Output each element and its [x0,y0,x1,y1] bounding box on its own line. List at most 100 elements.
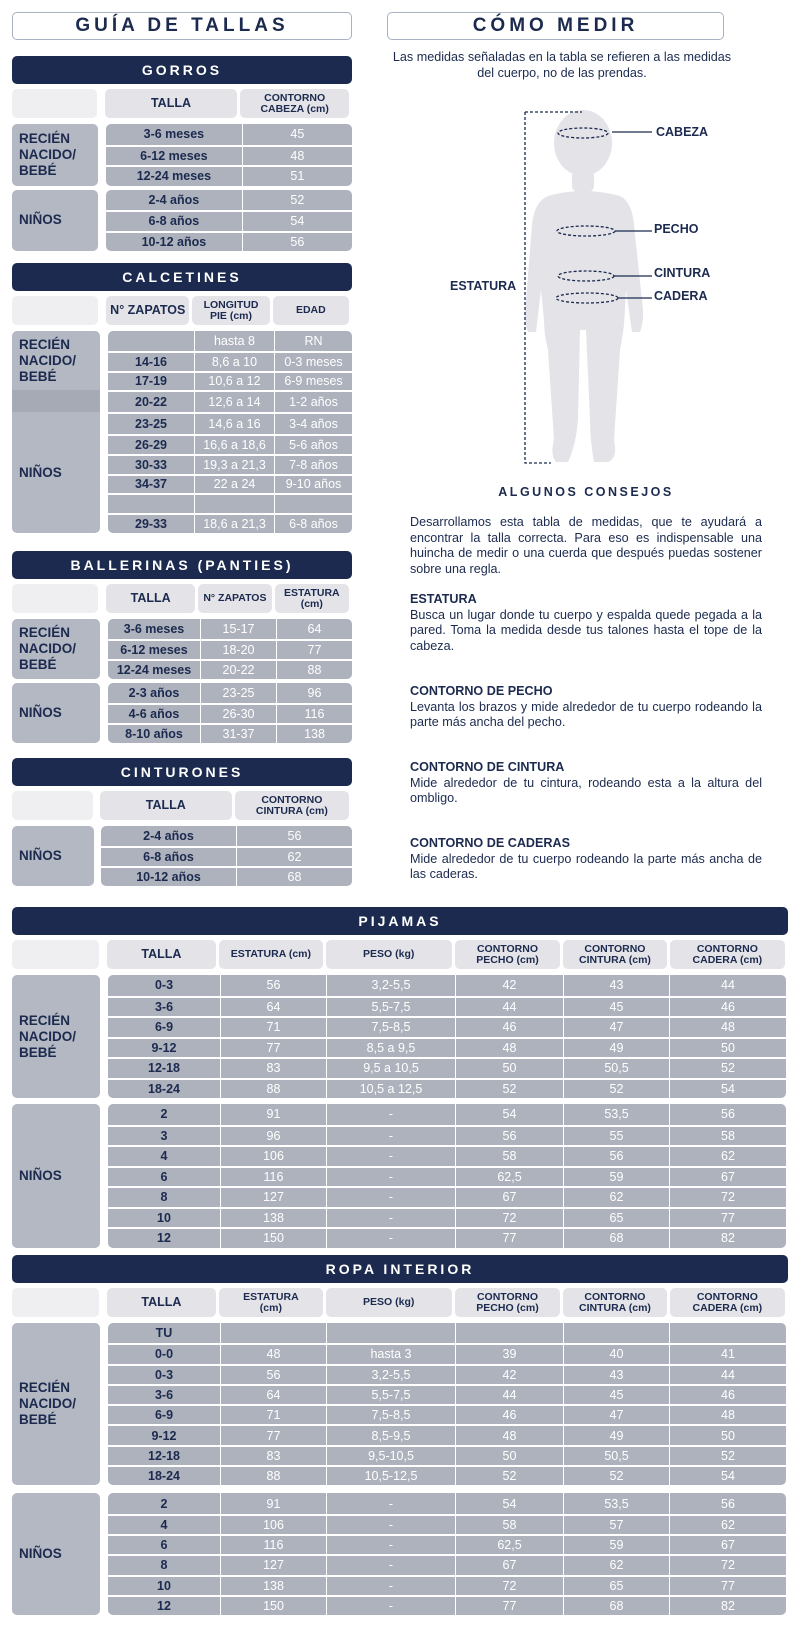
table-row: 23-25 14,6 a 16 3-4 años [108,414,352,434]
value-cell: 7,5-8,5 [326,1018,455,1037]
ropa-interior-table: TALLA ESTATURA (cm) PESO (kg) CONTORNO PECH… [12,1288,788,1623]
value-cell: 71 [220,1406,326,1425]
size-cell: 0-0 [154,1347,174,1362]
table-row [108,493,352,514]
value-cell: 65 [563,1208,669,1227]
column-header: TALLA [104,89,238,118]
table-header-row: TALLA N° ZAPATOS ESTATURA (cm) [12,584,352,613]
value-cell: 47 [563,1406,669,1425]
value-cell: 54 [241,212,352,231]
group-label: NIÑOS [12,826,94,886]
value-cell: - [326,1147,455,1166]
table-row: 10 138-72 65 77 [108,1206,786,1227]
value-cell: 20-22 [200,661,276,679]
size-cell: 3-6 [154,1388,174,1403]
size-cell: 6-9 [154,1408,174,1423]
value-cell: 72 [669,1188,786,1207]
table-header-row: N° ZAPATOS LONGITUD PIE (cm) EDAD [12,296,352,325]
value-cell: 45 [563,997,669,1016]
size-cell: 6-12 meses [140,148,208,163]
value-cell: 67 [455,1556,563,1575]
value-cell: 127 [220,1188,326,1207]
size-cell: 8 [160,1190,168,1205]
value-cell: 15-17 [200,619,276,639]
row-group: RECIÉN NACIDO/ BEBÉ 0-3 56 3,2-5,5 42 43 44 3-6… [12,975,788,1098]
table-row: 0-0 48 hasta 3 39 40 41 [108,1343,786,1364]
tip-title: CONTORNO DE CINTURA [410,760,565,774]
value-cell: 57 [563,1515,669,1534]
value-cell: hasta 8 [194,331,274,351]
column-header: CONTORNO PECHO (cm) [454,940,561,969]
value-cell: 16,6 a 18,6 [194,435,274,454]
value-cell: 116 [220,1167,326,1186]
group-label: RECIÉN NACIDO/ BEBÉ [12,124,99,186]
row-group: NIÑOS 2-3 años 23-25 96 4-6 años 26-30 116 8-10… [12,683,352,743]
value-cell: 53,5 [563,1104,669,1125]
value-cell: 56 [220,975,326,996]
table-row: 4 106-58 57 62 [108,1513,786,1534]
label-chest: PECHO [654,222,699,236]
table-row: 6-9 71 7,5-8,5 46 47 48 [108,1404,786,1425]
value-cell: 53,5 [563,1493,669,1514]
value-cell: 64 [276,619,352,639]
value-cell: 77 [455,1596,563,1616]
table-row: 3-6 meses 45 [106,124,352,145]
value-cell: 44 [669,1365,786,1384]
value-cell: 52 [563,1079,669,1098]
value-cell: 51 [241,167,352,186]
value-cell [669,1323,786,1344]
value-cell: 46 [669,1385,786,1405]
group-rows: 2-3 años 23-25 96 4-6 años 26-30 116 8-10 años… [108,683,352,743]
value-cell [220,1323,326,1344]
row-group: RECIÉN NACIDO/ BEBÉ 3-6 meses 15-17 64 6-12 … [12,619,352,679]
table-row: 6-8 años 54 [106,210,352,231]
table-row: 17-19 10,6 a 12 6-9 meses [108,370,352,391]
size-cell: 20-22 [135,395,167,410]
value-cell: 52 [241,189,352,210]
table-row: 4-6 años 26-30 116 [108,703,352,723]
tips-intro: Desarrollamos esta tabla de medidas, que… [410,515,762,576]
value-cell: 48 [669,1406,786,1425]
table-header-row: TALLA ESTATURA (cm) PESO (kg) CONTORNO PECH… [12,1288,788,1317]
value-cell [194,495,274,514]
header-blank [12,584,99,613]
group-label: NIÑOS [12,683,100,743]
group-label: RECIÉN NACIDO/ BEBÉ [12,331,100,391]
size-cell: 8 [160,1558,168,1573]
value-cell: 46 [455,1406,563,1425]
value-cell: 62 [563,1556,669,1575]
table-row: 2 91-54 53,5 56 [108,1104,786,1125]
size-cell: 30-33 [135,457,167,472]
column-header: ESTATURA (cm) [219,940,323,969]
group-label: RECIÉN NACIDO/ BEBÉ [12,1323,100,1486]
table-row: 12-24 meses 20-22 88 [108,659,352,679]
value-cell: 58 [455,1515,563,1534]
value-cell: 31-37 [200,725,276,743]
gorros-title-bar: GORROS [12,56,352,84]
value-cell: 14,6 a 16 [194,414,274,434]
value-cell: 77 [220,1426,326,1445]
table-row: 12-18 83 9,5 a 10,5 50 50,5 52 [108,1057,786,1078]
value-cell: 83 [220,1059,326,1078]
value-cell: 7,5-8,5 [326,1406,455,1425]
value-cell: 88 [220,1467,326,1486]
value-cell: 96 [276,683,352,703]
size-cell: 6-8 años [143,850,194,864]
right-title: CÓMO MEDIR [387,12,724,40]
value-cell: 50 [669,1038,786,1057]
column-header: ESTATURA (cm) [219,1288,323,1317]
tip-title: CONTORNO DE PECHO [410,684,553,698]
table-row: 14-16 8,6 a 10 0-3 meses [108,350,352,371]
value-cell: 71 [220,1018,326,1037]
size-cell: 4-6 años [128,707,180,721]
group-rows: 0-3 56 3,2-5,5 42 43 44 3-6 64 5,5-7,5 44 45 46 6-9 7… [108,975,786,1098]
body-measure-figure [524,110,652,464]
value-cell: 44 [669,975,786,996]
value-cell: 54 [669,1467,786,1486]
value-cell: 65 [563,1576,669,1595]
size-cell: 2-3 años [128,686,180,700]
value-cell: 64 [220,997,326,1016]
value-cell: 5,5-7,5 [326,997,455,1016]
column-header: CONTORNO PECHO (cm) [454,1288,561,1317]
table-row: 8-10 años 31-37 138 [108,723,352,743]
